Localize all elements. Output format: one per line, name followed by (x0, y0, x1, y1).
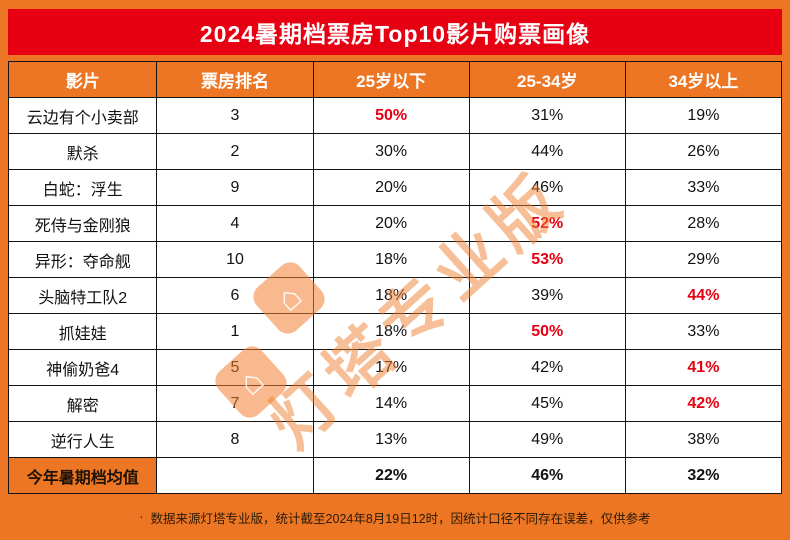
rank-cell: 5 (156, 349, 314, 386)
summary-25to34-cell: 46% (468, 457, 626, 494)
table-row: 逆行人生 8 13% 49% 38% (7, 421, 783, 458)
table-row: 异形：夺命舰 10 18% 53% 29% (7, 241, 783, 278)
footnote-bullet: · (139, 510, 144, 524)
col-header-25to34: 25-34岁 (468, 61, 626, 98)
film-name-cell: 死侍与金刚狼 (7, 205, 158, 242)
over34-percent-cell: 26% (624, 133, 783, 170)
film-name-cell: 默杀 (7, 133, 158, 170)
table-row: 死侍与金刚狼 4 20% 52% 28% (7, 205, 783, 242)
under25-percent-cell: 18% (312, 241, 470, 278)
under25-percent-cell: 20% (312, 169, 470, 206)
rank-cell: 8 (156, 421, 314, 458)
25to34-percent-cell: 45% (468, 385, 626, 422)
rank-cell: 2 (156, 133, 314, 170)
page-title: 2024暑期档票房Top10影片购票画像 (8, 9, 782, 55)
25to34-percent-cell: 31% (468, 97, 626, 134)
table-row: 抓娃娃 1 18% 50% 33% (7, 313, 783, 350)
over34-percent-cell: 38% (624, 421, 783, 458)
25to34-percent-cell: 46% (468, 169, 626, 206)
summary-rank-cell (156, 457, 314, 494)
rank-cell: 10 (156, 241, 314, 278)
film-name-cell: 异形：夺命舰 (7, 241, 158, 278)
under25-percent-cell: 18% (312, 277, 470, 314)
summary-row: 今年暑期档均值 22% 46% 32% (7, 457, 783, 494)
footnote: · 数据来源灯塔专业版，统计截至2024年8月19日12时，因统计口径不同存在误… (8, 494, 782, 540)
col-header-film: 影片 (7, 61, 158, 98)
over34-percent-cell: 33% (624, 313, 783, 350)
film-name-cell: 解密 (7, 385, 158, 422)
film-name-cell: 逆行人生 (7, 421, 158, 458)
rank-cell: 9 (156, 169, 314, 206)
table-body: 云边有个小卖部 3 50% 31% 19% 默杀 2 30% 44% 26% 白蛇：浮生 9 20% 46… (7, 97, 783, 458)
over34-percent-cell: 44% (624, 277, 783, 314)
col-header-under25: 25岁以下 (312, 61, 470, 98)
summary-label-cell: 今年暑期档均值 (7, 457, 158, 494)
25to34-percent-cell: 44% (468, 133, 626, 170)
table-row: 白蛇：浮生 9 20% 46% 33% (7, 169, 783, 206)
over34-percent-cell: 33% (624, 169, 783, 206)
data-table: 影片 票房排名 25岁以下 25-34岁 34岁以上 云边有个小卖部 3 50% 31… (7, 61, 783, 494)
over34-percent-cell: 42% (624, 385, 783, 422)
25to34-percent-cell: 39% (468, 277, 626, 314)
over34-percent-cell: 41% (624, 349, 783, 386)
under25-percent-cell: 14% (312, 385, 470, 422)
25to34-percent-cell: 42% (468, 349, 626, 386)
under25-percent-cell: 30% (312, 133, 470, 170)
under25-percent-cell: 50% (312, 97, 470, 134)
summary-under25-cell: 22% (312, 457, 470, 494)
film-name-cell: 抓娃娃 (7, 313, 158, 350)
rank-cell: 3 (156, 97, 314, 134)
film-name-cell: 白蛇：浮生 (7, 169, 158, 206)
header-row: 影片 票房排名 25岁以下 25-34岁 34岁以上 (7, 61, 783, 98)
over34-percent-cell: 19% (624, 97, 783, 134)
25to34-percent-cell: 49% (468, 421, 626, 458)
over34-percent-cell: 29% (624, 241, 783, 278)
25to34-percent-cell: 53% (468, 241, 626, 278)
rank-cell: 7 (156, 385, 314, 422)
table-area: 影片 票房排名 25岁以下 25-34岁 34岁以上 云边有个小卖部 3 50% 31… (7, 61, 783, 494)
table-row: 头脑特工队2 6 18% 39% 44% (7, 277, 783, 314)
under25-percent-cell: 18% (312, 313, 470, 350)
film-name-cell: 头脑特工队2 (7, 277, 158, 314)
film-name-cell: 神偷奶爸4 (7, 349, 158, 386)
under25-percent-cell: 13% (312, 421, 470, 458)
film-name-cell: 云边有个小卖部 (7, 97, 158, 134)
over34-percent-cell: 28% (624, 205, 783, 242)
under25-percent-cell: 17% (312, 349, 470, 386)
footnote-text: 数据来源灯塔专业版，统计截至2024年8月19日12时，因统计口径不同存在误差，… (150, 511, 651, 526)
25to34-percent-cell: 52% (468, 205, 626, 242)
summary-over34-cell: 32% (624, 457, 783, 494)
col-header-rank: 票房排名 (156, 61, 314, 98)
table-row: 神偷奶爸4 5 17% 42% 41% (7, 349, 783, 386)
table-row: 解密 7 14% 45% 42% (7, 385, 783, 422)
rank-cell: 4 (156, 205, 314, 242)
rank-cell: 6 (156, 277, 314, 314)
25to34-percent-cell: 50% (468, 313, 626, 350)
table-row: 默杀 2 30% 44% 26% (7, 133, 783, 170)
table-row: 云边有个小卖部 3 50% 31% 19% (7, 97, 783, 134)
col-header-over34: 34岁以上 (624, 61, 783, 98)
under25-percent-cell: 20% (312, 205, 470, 242)
rank-cell: 1 (156, 313, 314, 350)
